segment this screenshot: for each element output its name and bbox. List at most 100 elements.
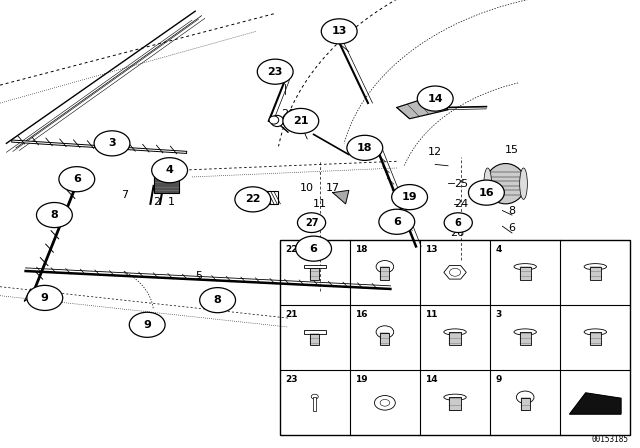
Text: 23: 23	[285, 375, 298, 384]
Circle shape	[516, 391, 534, 403]
Text: 7: 7	[121, 190, 129, 200]
Bar	[303, 330, 326, 334]
Circle shape	[296, 236, 332, 261]
Circle shape	[200, 288, 236, 313]
Polygon shape	[397, 94, 448, 119]
Ellipse shape	[584, 263, 607, 270]
Circle shape	[468, 180, 504, 205]
Polygon shape	[333, 190, 349, 204]
Text: 8: 8	[214, 295, 221, 305]
Ellipse shape	[361, 143, 375, 151]
Circle shape	[449, 268, 461, 276]
Circle shape	[444, 213, 472, 233]
Ellipse shape	[269, 116, 279, 124]
Text: 6: 6	[310, 244, 317, 254]
Circle shape	[379, 209, 415, 234]
Polygon shape	[570, 393, 621, 414]
Text: 5: 5	[195, 271, 202, 280]
Circle shape	[380, 400, 390, 406]
Bar	[589, 332, 601, 345]
Circle shape	[59, 167, 95, 192]
Bar	[313, 396, 316, 411]
Bar	[380, 332, 389, 345]
Text: 6: 6	[509, 224, 515, 233]
Ellipse shape	[271, 115, 284, 127]
Text: 13: 13	[425, 245, 438, 254]
Ellipse shape	[484, 168, 492, 199]
Text: 20: 20	[281, 109, 295, 119]
Bar	[250, 191, 278, 204]
Text: 27: 27	[305, 218, 318, 228]
Circle shape	[283, 108, 319, 134]
Circle shape	[257, 59, 293, 84]
Text: 21: 21	[285, 310, 298, 319]
Circle shape	[298, 213, 326, 233]
Circle shape	[36, 202, 72, 228]
Text: 22: 22	[245, 194, 260, 204]
Text: 2: 2	[153, 197, 161, 207]
Bar	[520, 332, 531, 345]
Text: 11: 11	[313, 199, 327, 209]
Ellipse shape	[444, 329, 467, 335]
Text: 3: 3	[495, 310, 502, 319]
Ellipse shape	[514, 263, 536, 270]
Bar	[310, 268, 319, 280]
Text: 6: 6	[393, 217, 401, 227]
Text: 26: 26	[451, 228, 465, 238]
Circle shape	[392, 185, 428, 210]
Ellipse shape	[514, 329, 536, 335]
Circle shape	[94, 131, 130, 156]
Bar	[280, 240, 630, 435]
Text: 19: 19	[402, 192, 417, 202]
Text: 8: 8	[51, 210, 58, 220]
Text: 23: 23	[268, 67, 283, 77]
Circle shape	[235, 187, 271, 212]
Circle shape	[321, 19, 357, 44]
Circle shape	[417, 86, 453, 111]
Text: 00153185: 00153185	[591, 435, 628, 444]
Text: 16: 16	[479, 188, 494, 198]
Ellipse shape	[486, 164, 525, 204]
Text: 13: 13	[332, 26, 347, 36]
Text: 4: 4	[166, 165, 173, 175]
Text: 25: 25	[454, 179, 468, 189]
Text: 14: 14	[428, 94, 443, 103]
Text: 1: 1	[168, 197, 175, 207]
Text: 19: 19	[355, 375, 367, 384]
Circle shape	[129, 312, 165, 337]
Text: 16: 16	[355, 310, 367, 319]
Text: 3: 3	[108, 138, 116, 148]
Circle shape	[347, 135, 383, 160]
Text: 10: 10	[300, 183, 314, 193]
Text: 12: 12	[428, 147, 442, 157]
Bar	[449, 397, 461, 410]
Bar	[303, 265, 326, 268]
Ellipse shape	[584, 329, 607, 335]
Text: 6: 6	[455, 218, 461, 228]
Text: 4: 4	[495, 245, 502, 254]
Text: 15: 15	[505, 145, 519, 155]
Ellipse shape	[520, 168, 527, 199]
Ellipse shape	[444, 394, 467, 401]
Text: 18: 18	[357, 143, 372, 153]
Bar	[589, 267, 601, 280]
Circle shape	[311, 394, 318, 399]
Text: 18: 18	[355, 245, 367, 254]
Polygon shape	[444, 266, 466, 279]
Text: 21: 21	[293, 116, 308, 126]
Circle shape	[152, 158, 188, 183]
Bar	[449, 332, 461, 345]
Bar	[310, 334, 319, 345]
Text: 9: 9	[495, 375, 502, 384]
Text: 22: 22	[285, 245, 298, 254]
Bar	[520, 267, 531, 280]
Bar	[521, 398, 530, 410]
Circle shape	[374, 396, 396, 410]
Bar	[380, 267, 389, 280]
Text: 24: 24	[454, 199, 468, 209]
Circle shape	[27, 285, 63, 310]
Bar	[154, 170, 179, 193]
Text: 6: 6	[73, 174, 81, 184]
Text: 17: 17	[326, 183, 340, 193]
Text: 14: 14	[425, 375, 438, 384]
